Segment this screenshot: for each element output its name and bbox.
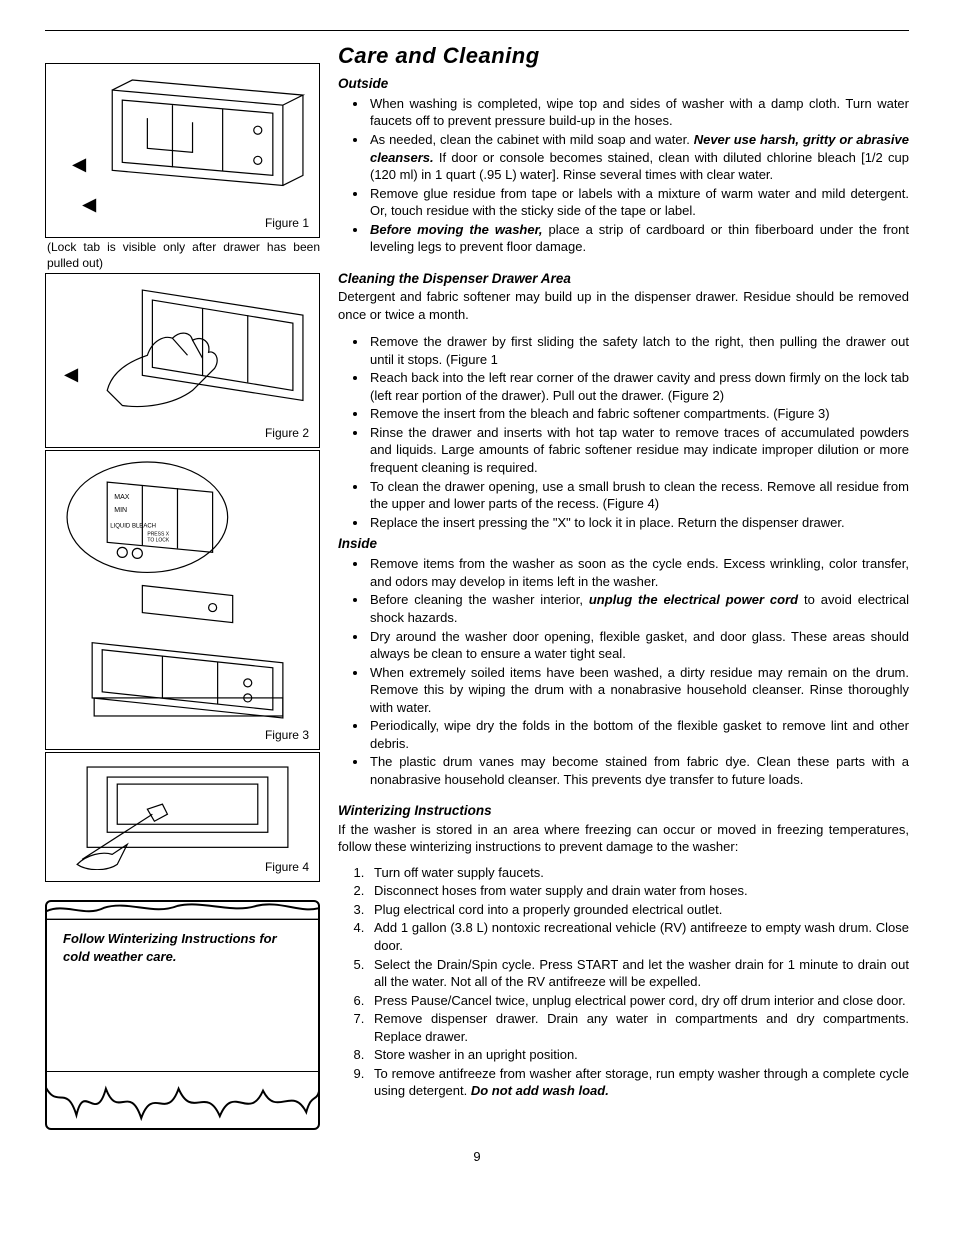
list-item: The plastic drum vanes may become staine… <box>368 753 909 788</box>
outside-heading: Outside <box>338 75 909 93</box>
list-item: Replace the insert pressing the "X" to l… <box>368 514 909 532</box>
outside-list: When washing is completed, wipe top and … <box>338 95 909 256</box>
list-item: Remove dispenser drawer. Drain any water… <box>368 1010 909 1045</box>
list-item: Remove the insert from the bleach and fa… <box>368 405 909 423</box>
svg-text:MAX: MAX <box>114 494 130 501</box>
figure-3-label: Figure 3 <box>265 727 309 743</box>
inside-heading: Inside <box>338 535 909 553</box>
winterizing-steps: Turn off water supply faucets. Disconnec… <box>338 864 909 1100</box>
figure-3-box: MAX MIN LIQUID BLEACH PRESS X TO LOCK <box>45 450 320 750</box>
figure-2-label: Figure 2 <box>265 425 309 441</box>
list-item: When washing is completed, wipe top and … <box>368 95 909 130</box>
figure-3-illustration: MAX MIN LIQUID BLEACH PRESS X TO LOCK <box>52 457 313 738</box>
page-columns: Figure 1 (Lock tab is visible only after… <box>45 41 909 1130</box>
figure-1-box: Figure 1 <box>45 63 320 238</box>
winterizing-note-box: Follow Winterizing Instructions for cold… <box>45 900 320 1130</box>
list-item: Before moving the washer, place a strip … <box>368 221 909 256</box>
list-item: Periodically, wipe dry the folds in the … <box>368 717 909 752</box>
dispenser-intro: Detergent and fabric softener may build … <box>338 288 909 323</box>
dispenser-heading: Cleaning the Dispenser Drawer Area <box>338 270 909 288</box>
left-column: Figure 1 (Lock tab is visible only after… <box>45 41 320 1130</box>
list-item: To remove antifreeze from washer after s… <box>368 1065 909 1100</box>
svg-text:TO LOCK: TO LOCK <box>147 538 170 544</box>
list-item: Rinse the drawer and inserts with hot ta… <box>368 424 909 477</box>
torn-edge-bottom-icon <box>45 1071 320 1130</box>
list-item: Remove glue residue from tape or labels … <box>368 185 909 220</box>
figure-1-label: Figure 1 <box>265 215 309 231</box>
list-item: Store washer in an upright position. <box>368 1046 909 1064</box>
winterizing-intro: If the washer is stored in an area where… <box>338 821 909 856</box>
torn-edge-top-icon <box>45 900 320 920</box>
list-item: Reach back into the left rear corner of … <box>368 369 909 404</box>
list-item: To clean the drawer opening, use a small… <box>368 478 909 513</box>
figure-2-box: Figure 2 <box>45 273 320 448</box>
figure-4-label: Figure 4 <box>265 859 309 875</box>
inside-list: Remove items from the washer as soon as … <box>338 555 909 788</box>
list-item: Dry around the washer door opening, flex… <box>368 628 909 663</box>
list-item: Plug electrical cord into a properly gro… <box>368 901 909 919</box>
top-rule <box>45 30 909 31</box>
svg-text:MIN: MIN <box>114 507 127 514</box>
list-item: Remove the drawer by first sliding the s… <box>368 333 909 368</box>
page-number: 9 <box>45 1148 909 1166</box>
figure-4-box: Figure 4 <box>45 752 320 882</box>
lock-tab-note: (Lock tab is visible only after drawer h… <box>47 240 320 271</box>
dispenser-list: Remove the drawer by first sliding the s… <box>338 333 909 531</box>
list-item: As needed, clean the cabinet with mild s… <box>368 131 909 184</box>
right-column: Care and Cleaning Outside When washing i… <box>338 41 909 1130</box>
list-item: When extremely soiled items have been wa… <box>368 664 909 717</box>
figure-4-illustration <box>52 759 313 869</box>
list-item: Disconnect hoses from water supply and d… <box>368 882 909 900</box>
winterizing-note-text: Follow Winterizing Instructions for cold… <box>63 930 302 965</box>
list-item: Select the Drain/Spin cycle. Press START… <box>368 956 909 991</box>
section-title: Care and Cleaning <box>338 41 909 71</box>
figure-2-illustration <box>52 280 313 431</box>
list-item: Remove items from the washer as soon as … <box>368 555 909 590</box>
list-item: Turn off water supply faucets. <box>368 864 909 882</box>
list-item: Before cleaning the washer interior, unp… <box>368 591 909 626</box>
list-item: Add 1 gallon (3.8 L) nontoxic recreation… <box>368 919 909 954</box>
svg-text:LIQUID BLEACH: LIQUID BLEACH <box>110 523 156 529</box>
figure-1-illustration <box>52 70 313 221</box>
list-item: Press Pause/Cancel twice, unplug electri… <box>368 992 909 1010</box>
winterizing-heading: Winterizing Instructions <box>338 802 909 820</box>
